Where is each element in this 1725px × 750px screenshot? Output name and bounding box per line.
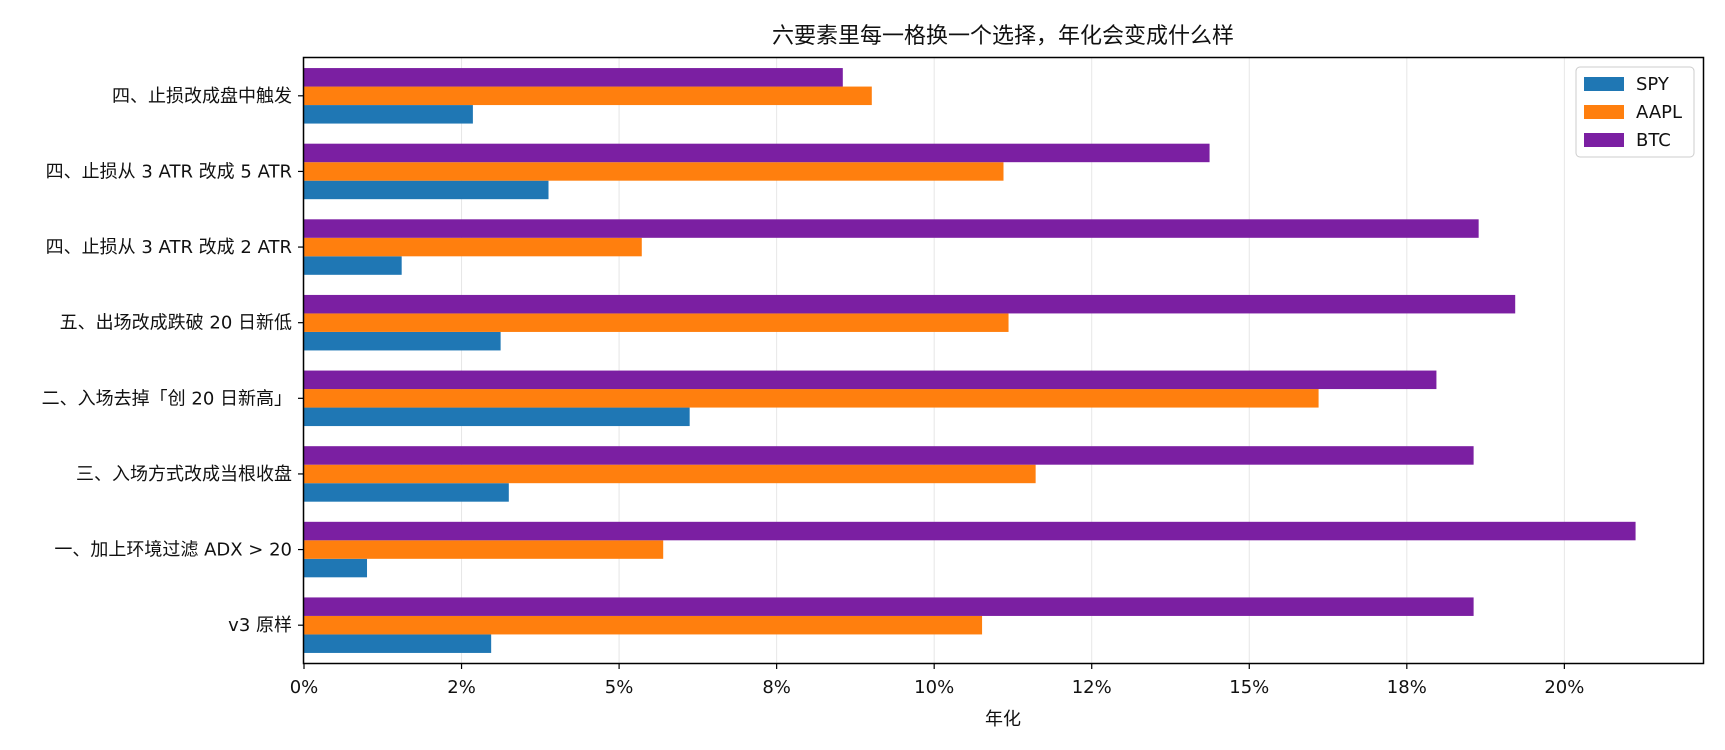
y-tick-label: 四、止损从 3 ATR 改成 5 ATR: [46, 161, 292, 182]
x-tick-label: 5%: [605, 677, 634, 698]
bar-spy: [304, 483, 509, 502]
plot-frame: [302, 56, 1705, 665]
legend-label-aapl: AAPL: [1636, 102, 1682, 123]
x-tick-label: 15%: [1229, 677, 1269, 698]
legend: SPY AAPL BTC: [1575, 66, 1695, 158]
legend-label-spy: SPY: [1636, 74, 1670, 95]
x-tick-label: 8%: [762, 677, 791, 698]
chart-title: 六要素里每一格换一个选择，年化会变成什么样: [772, 24, 1234, 49]
legend-swatch-spy: [1584, 77, 1624, 91]
legend-label-btc: BTC: [1636, 130, 1671, 151]
x-tick-label: 18%: [1387, 677, 1427, 698]
bar-btc: [304, 294, 1516, 314]
bar-spy: [304, 634, 492, 653]
x-ticks: 0% 2% 5% 8% 10% 12% 15% 18% 20%: [290, 663, 1584, 698]
y-tick-label: 一、加上环境过滤 ADX > 20: [54, 540, 292, 561]
y-tick-label: v3 原样: [228, 615, 292, 636]
y-tick-label: 五、出场改成跌破 20 日新低: [60, 313, 292, 334]
bar-aapl: [304, 464, 1036, 484]
bar-aapl: [304, 86, 872, 106]
y-tick-label: 二、入场去掉「创 20 日新高」: [42, 388, 292, 409]
y-tick-label: 四、止损改成盘中触发: [112, 86, 292, 107]
bar-btc: [304, 446, 1474, 465]
bar-spy: [304, 105, 473, 124]
bars: [304, 68, 1636, 653]
bar-btc: [304, 370, 1437, 390]
bar-spy: [304, 558, 368, 578]
x-tick-label: 2%: [447, 677, 476, 698]
y-tick-label: 四、止损从 3 ATR 改成 2 ATR: [46, 237, 292, 258]
y-tick-label: 三、入场方式改成当根收盘: [76, 464, 292, 485]
bar-btc: [304, 219, 1479, 238]
bar-btc: [304, 521, 1636, 541]
bar-spy: [304, 331, 501, 351]
x-tick-label: 10%: [914, 677, 954, 698]
bar-aapl: [304, 237, 642, 257]
x-tick-label: 20%: [1544, 677, 1584, 698]
bar-spy: [304, 180, 549, 200]
bar-btc: [304, 597, 1474, 616]
y-ticks: v3 原样 一、加上环境过滤 ADX > 20 三、入场方式改成当根收盘 二、入场去掉…: [42, 86, 304, 636]
bar-spy: [304, 407, 690, 427]
bar-aapl: [304, 313, 1009, 332]
x-tick-label: 12%: [1072, 677, 1112, 698]
bar-btc: [304, 68, 843, 87]
bar-aapl: [304, 540, 664, 559]
x-tick-label: 0%: [290, 677, 319, 698]
bar-btc: [304, 143, 1210, 163]
legend-swatch-btc: [1584, 133, 1624, 147]
x-axis-label: 年化: [985, 709, 1021, 730]
legend-swatch-aapl: [1584, 105, 1624, 119]
bar-aapl: [304, 162, 1004, 181]
bar-aapl: [304, 389, 1319, 408]
bar-spy: [304, 256, 402, 275]
bar-aapl: [304, 615, 983, 635]
